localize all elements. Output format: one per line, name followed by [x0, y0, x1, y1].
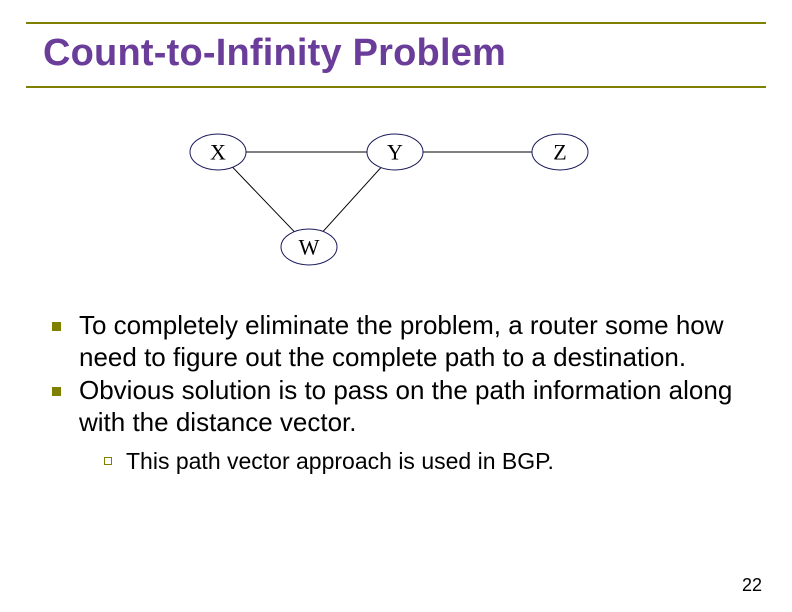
bullet-square-icon: [52, 322, 61, 331]
bullet-text: To completely eliminate the problem, a r…: [79, 310, 752, 373]
node-label-X: X: [210, 140, 226, 165]
content-area: To completely eliminate the problem, a r…: [52, 310, 752, 476]
node-label-Z: Z: [553, 140, 566, 165]
network-diagram: X Y Z W: [0, 0, 792, 612]
title-rule-bottom: [26, 86, 766, 88]
slide-title: Count-to-Infinity Problem: [43, 32, 506, 75]
edge-X-W: [233, 167, 295, 231]
sub-bullet-item: This path vector approach is used in BGP…: [104, 447, 752, 476]
node-W: [281, 229, 337, 265]
bullet-square-icon: [52, 387, 61, 396]
edge-Y-W: [323, 168, 381, 232]
title-rule-top: [26, 22, 766, 24]
node-label-W: W: [299, 235, 320, 260]
sub-bullet-text: This path vector approach is used in BGP…: [126, 447, 554, 476]
node-X: [190, 134, 246, 170]
node-Y: [367, 134, 423, 170]
sub-bullet-square-icon: [104, 457, 112, 465]
node-Z: [532, 134, 588, 170]
bullet-text: Obvious solution is to pass on the path …: [79, 375, 752, 438]
node-label-Y: Y: [387, 140, 403, 165]
bullet-item: To completely eliminate the problem, a r…: [52, 310, 752, 373]
page-number: 22: [742, 575, 762, 596]
bullet-item: Obvious solution is to pass on the path …: [52, 375, 752, 438]
